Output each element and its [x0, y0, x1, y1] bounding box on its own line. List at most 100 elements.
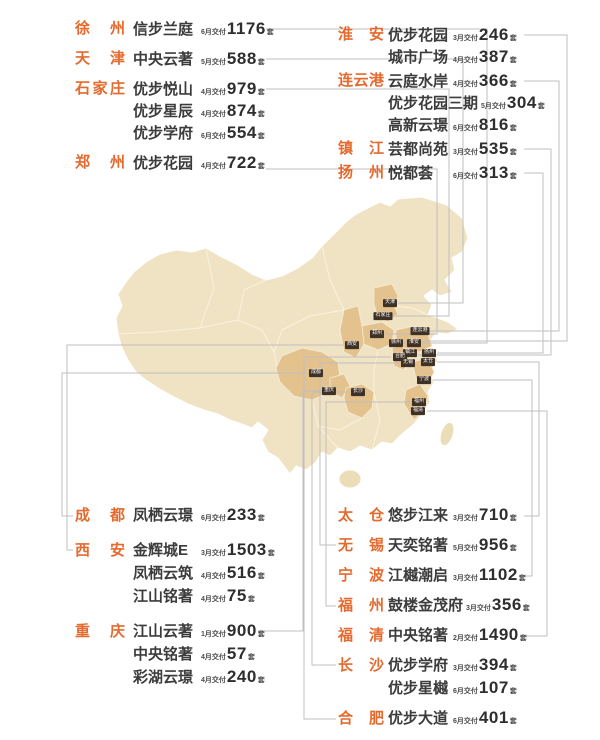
- delivery-month: 5月交付: [453, 545, 478, 552]
- map-chip-镇江: 镇江: [402, 349, 418, 357]
- delivery-month: 4月交付: [201, 89, 226, 96]
- project-name: 优步星辰: [133, 103, 194, 120]
- unit-suffix: 套: [509, 125, 517, 132]
- city-group: 太仓 悠步江来 3月交付 710 套: [338, 504, 530, 527]
- unit-suffix: 套: [257, 111, 265, 118]
- delivery-month: 1月交付: [201, 631, 226, 638]
- city-group: 成都 凤栖云璟 6月交付 233 套: [75, 504, 275, 527]
- hainan-island: [338, 469, 362, 489]
- project-rows: 云庭水岸 4月交付 366 套优步花园三期 5月交付 304 套高新云璟 6月交付 816 套: [388, 70, 545, 136]
- project-row: 彩湖云璟 4月交付 240 套: [133, 666, 265, 689]
- project-row: 优步星辰 4月交付 874 套: [133, 100, 265, 122]
- map-chip-合肥: 合肥: [392, 353, 408, 361]
- delivery-month: 3月交付: [453, 665, 478, 672]
- project-row: 优步星樾 6月交付 107 套: [388, 677, 517, 700]
- connector-fuzhou: [325, 401, 410, 607]
- map-chip-天津: 天津: [382, 299, 398, 307]
- delivery-month: 5月交付: [481, 103, 506, 110]
- project-name: 优步花园: [133, 155, 194, 172]
- project-row: 优步花园三期 5月交付 304 套: [388, 92, 545, 114]
- delivered-units: 246: [478, 25, 509, 44]
- delivered-units: 366: [478, 71, 509, 90]
- city-group: 合肥 优步大道 6月交付 401 套: [338, 707, 530, 730]
- project-row: 中央铭著 2月交付 1490 套: [388, 624, 527, 647]
- project-row: 中央铭著 4月交付 57 套: [133, 643, 265, 666]
- city-group: 石家庄 优步悦山 4月交付 979 套优步星辰 4月交付 874 套优步学府 6月交付 554 套: [75, 78, 274, 144]
- delivery-month: 6月交付: [453, 688, 478, 695]
- delivered-units: 956: [478, 535, 509, 554]
- delivered-units: 1176: [226, 19, 266, 38]
- project-rows: 凤栖云璟 6月交付 233 套: [133, 504, 265, 527]
- project-row: 优步大道 6月交付 401 套: [388, 707, 517, 730]
- city-name: 太仓: [338, 507, 384, 524]
- project-name: 优步花园三期: [388, 95, 479, 112]
- delivered-units: 710: [478, 505, 509, 524]
- city-name: 合肥: [338, 710, 384, 727]
- project-name: 悠步江来: [388, 507, 449, 524]
- project-name: 优步悦山: [133, 81, 194, 98]
- connector-shijiazhuang: [266, 88, 450, 317]
- delivered-units: 516: [226, 563, 257, 582]
- city-name: 扬州: [338, 164, 384, 181]
- project-row: 江山云著 1月交付 900 套: [133, 620, 265, 643]
- city-name: 福州: [338, 597, 384, 614]
- delivered-units: 75: [226, 586, 247, 605]
- connector-zhenjiang: [418, 148, 552, 356]
- project-name: 云庭水岸: [388, 73, 449, 90]
- project-row: 芸都尚苑 3月交付 535 套: [388, 138, 517, 160]
- delivery-month: 3月交付: [453, 515, 478, 522]
- delivery-month: 5月交付: [201, 59, 226, 66]
- unit-suffix: 套: [509, 545, 517, 552]
- project-rows: 优步花园 3月交付 246 套城市广场 4月交付 387 套: [388, 24, 517, 68]
- city-group: 扬州 悦都荟 6月交付 313 套: [338, 162, 545, 184]
- project-row: 江山铭著 4月交付 75 套: [133, 585, 275, 608]
- delivered-units: 233: [226, 505, 257, 524]
- project-row: 优步学府 3月交付 394 套: [388, 654, 517, 677]
- city-group: 连云港 云庭水岸 4月交付 366 套优步花园三期 5月交付 304 套高新云璟 6月交付 816…: [338, 70, 545, 136]
- project-name: 中央铭著: [133, 646, 194, 663]
- city-name: 徐州: [75, 20, 125, 37]
- city-name: 郑州: [75, 154, 125, 171]
- project-rows: 优步悦山 4月交付 979 套优步星辰 4月交付 874 套优步学府 6月交付 554 套: [133, 78, 265, 144]
- unit-suffix: 套: [522, 605, 530, 612]
- unit-suffix: 套: [509, 665, 517, 672]
- connector-tianjin: [266, 58, 464, 304]
- delivered-units: 313: [478, 163, 509, 182]
- project-name: 优步大道: [388, 710, 449, 727]
- city-name: 天津: [75, 50, 125, 67]
- block-bottom-right: 太仓 悠步江来 3月交付 710 套无锡 天奕铭著 5月交付 956 套宁波 江樾潮启 3月交付 11…: [338, 504, 530, 730]
- unit-suffix: 套: [509, 57, 517, 64]
- city-group: 宁波 江樾潮启 3月交付 1102 套: [338, 564, 530, 587]
- delivery-month: 3月交付: [453, 575, 478, 582]
- city-group: 重庆 江山云著 1月交付 900 套中央铭著 4月交付 57 套彩湖云璟 4月交付 240 套: [75, 620, 275, 689]
- connector-yangzhou: [437, 172, 544, 354]
- connector-xian: [66, 344, 343, 551]
- connector-fuqing: [427, 410, 548, 637]
- project-name: 高新云璟: [388, 117, 449, 134]
- delivered-units: 874: [226, 101, 257, 120]
- unit-suffix: 套: [509, 173, 517, 180]
- project-name: 彩湖云璟: [133, 669, 194, 686]
- project-name: 天奕铭著: [388, 537, 449, 554]
- delivered-units: 1102: [478, 565, 518, 584]
- unit-suffix: 套: [257, 515, 265, 522]
- delivery-month: 3月交付: [201, 550, 226, 557]
- connector-ningbo: [433, 379, 533, 577]
- city-name: 连云港: [338, 72, 384, 89]
- delivery-month: 4月交付: [201, 654, 226, 661]
- project-rows: 芸都尚苑 3月交付 535 套: [388, 138, 517, 160]
- project-name: 凤栖云筑: [133, 565, 194, 582]
- delivered-units: 816: [478, 115, 509, 134]
- delivered-units: 387: [478, 47, 509, 66]
- delivery-month: 4月交付: [201, 573, 226, 580]
- delivered-units: 356: [491, 595, 522, 614]
- project-rows: 天奕铭著 5月交付 956 套: [388, 534, 517, 557]
- project-rows: 江山云著 1月交付 900 套中央铭著 4月交付 57 套彩湖云璟 4月交付 240 套: [133, 620, 265, 689]
- project-rows: 信步兰庭 6月交付 1176 套: [133, 18, 274, 40]
- delivery-month: 3月交付: [453, 35, 478, 42]
- city-group: 西安 金辉城E 3月交付 1503 套凤栖云筑 4月交付 516 套江山铭著 4月交付 75 套: [75, 539, 275, 608]
- project-row: 高新云璟 6月交付 816 套: [388, 114, 545, 136]
- city-name: 成都: [75, 507, 125, 524]
- delivered-units: 588: [226, 49, 257, 68]
